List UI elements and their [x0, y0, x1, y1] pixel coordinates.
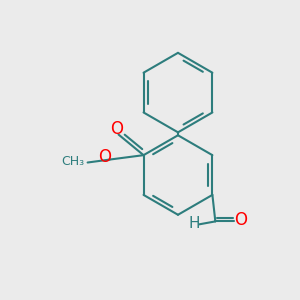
Text: O: O: [98, 148, 111, 166]
Text: O: O: [110, 120, 124, 138]
Text: CH₃: CH₃: [61, 155, 85, 168]
Text: O: O: [234, 211, 247, 229]
Text: H: H: [189, 216, 200, 231]
